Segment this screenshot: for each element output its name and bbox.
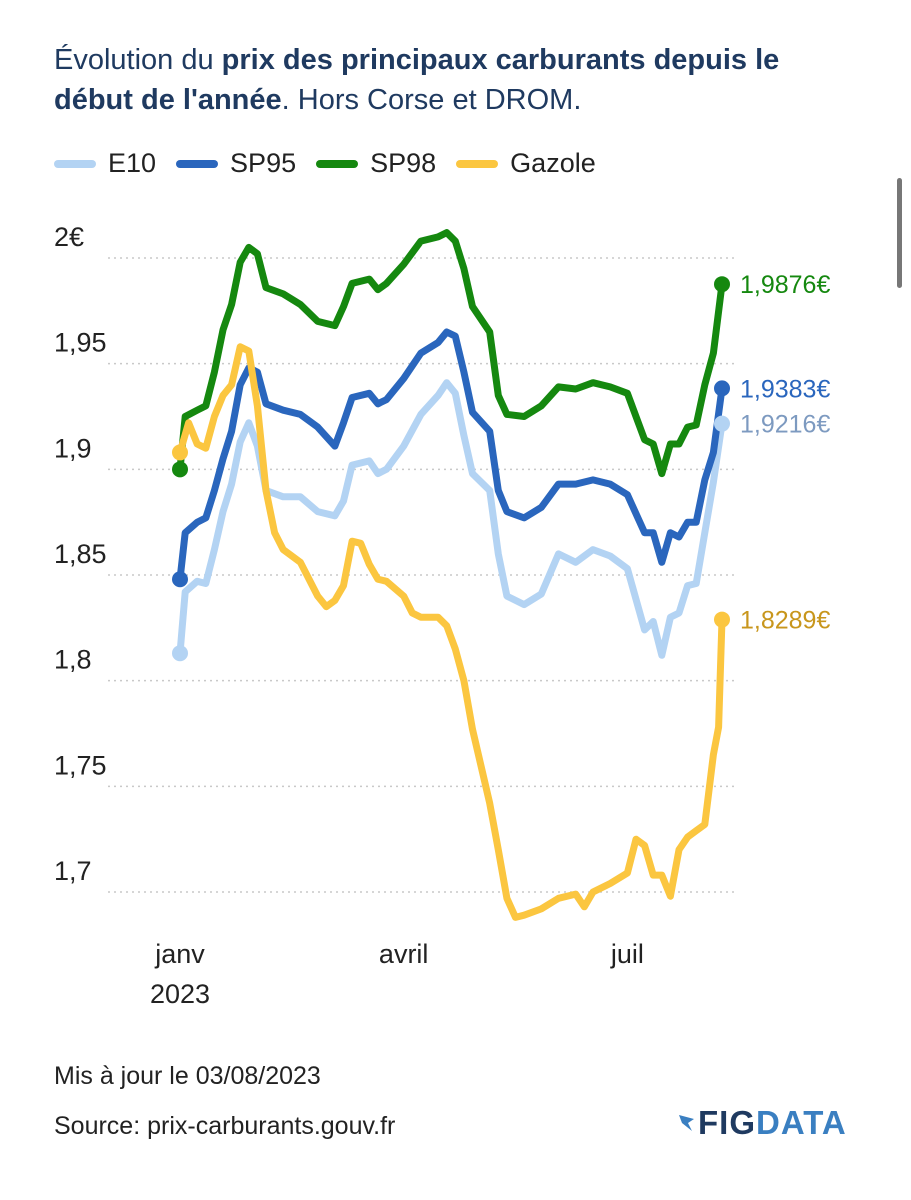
y-tick-label-4: 1,9 bbox=[54, 433, 92, 463]
chart-title: Évolution du prix des principaux carbura… bbox=[54, 40, 854, 120]
legend-item-sp95: SP95 bbox=[176, 148, 296, 179]
legend-label-sp98: SP98 bbox=[370, 148, 437, 178]
source-text: Source: prix-carburants.gouv.fr bbox=[54, 1112, 396, 1140]
line-chart: 1,7 1,75 1,8 1,85 1,9 1,95 2€ janv 2023 avril juil… bbox=[54, 222, 830, 1009]
y-tick-label-3: 1,85 bbox=[54, 539, 107, 569]
end-dot-sp95 bbox=[714, 380, 730, 397]
x-tick-label-1: avril bbox=[379, 939, 429, 969]
legend-item-e10: E10 bbox=[54, 148, 156, 179]
end-dot-sp98 bbox=[714, 276, 730, 293]
figdata-logo: FIG DATA bbox=[678, 1104, 847, 1142]
legend-label-gazole: Gazole bbox=[510, 148, 596, 178]
legend-swatch-gazole bbox=[456, 159, 499, 168]
logo-flag-icon bbox=[679, 1115, 694, 1131]
x-tick-sublabel-0: 2023 bbox=[150, 979, 210, 1009]
y-tick-label-2: 1,8 bbox=[54, 645, 92, 675]
y-tick-label-0: 1,7 bbox=[54, 856, 92, 886]
end-value-label-gazole: 1,8289€ bbox=[740, 607, 830, 635]
legend-label-sp95: SP95 bbox=[230, 148, 297, 178]
series-line-sp95 bbox=[176, 328, 726, 583]
y-tick-label-5: 1,95 bbox=[54, 328, 107, 358]
scrollbar[interactable] bbox=[897, 178, 902, 288]
legend-item-gazole: Gazole bbox=[456, 148, 596, 179]
start-dot-e10 bbox=[172, 645, 188, 662]
logo-data-text: DATA bbox=[756, 1104, 847, 1141]
update-date: Mis à jour le 03/08/2023 bbox=[54, 1062, 321, 1090]
chart-title-part2: . Hors Corse et DROM. bbox=[281, 84, 582, 116]
y-tick-label-6: 2€ bbox=[54, 222, 84, 252]
legend-swatch-sp95 bbox=[176, 159, 219, 168]
logo-fig-text: FIG bbox=[698, 1104, 756, 1141]
series-line-e10 bbox=[176, 379, 726, 659]
legend-swatch-e10 bbox=[54, 159, 96, 168]
x-tick-label-2: juil bbox=[610, 939, 644, 969]
chart-title-bold: prix des principaux carburants depuis le… bbox=[54, 44, 780, 116]
start-dot-sp95 bbox=[172, 571, 188, 588]
start-dot-gazole bbox=[172, 444, 188, 461]
y-tick-label-1: 1,75 bbox=[54, 750, 107, 780]
legend-item-sp98: SP98 bbox=[316, 148, 436, 179]
series-line-gazole bbox=[176, 343, 726, 921]
end-value-label-e10: 1,9216€ bbox=[740, 411, 830, 439]
legend: E10 SP95 SP98 Gazole bbox=[54, 148, 596, 179]
chart-title-part1: Évolution du bbox=[54, 44, 222, 76]
end-value-label-sp98: 1,9876€ bbox=[740, 271, 830, 299]
series-line-sp98 bbox=[176, 229, 726, 478]
end-value-label-sp95: 1,9383€ bbox=[740, 375, 830, 403]
end-dot-e10 bbox=[714, 415, 730, 432]
end-dot-gazole bbox=[714, 611, 730, 628]
legend-label-e10: E10 bbox=[108, 148, 157, 178]
x-tick-label-0: janv bbox=[154, 939, 205, 969]
start-dot-sp98 bbox=[172, 461, 188, 478]
legend-swatch-sp98 bbox=[316, 159, 359, 168]
